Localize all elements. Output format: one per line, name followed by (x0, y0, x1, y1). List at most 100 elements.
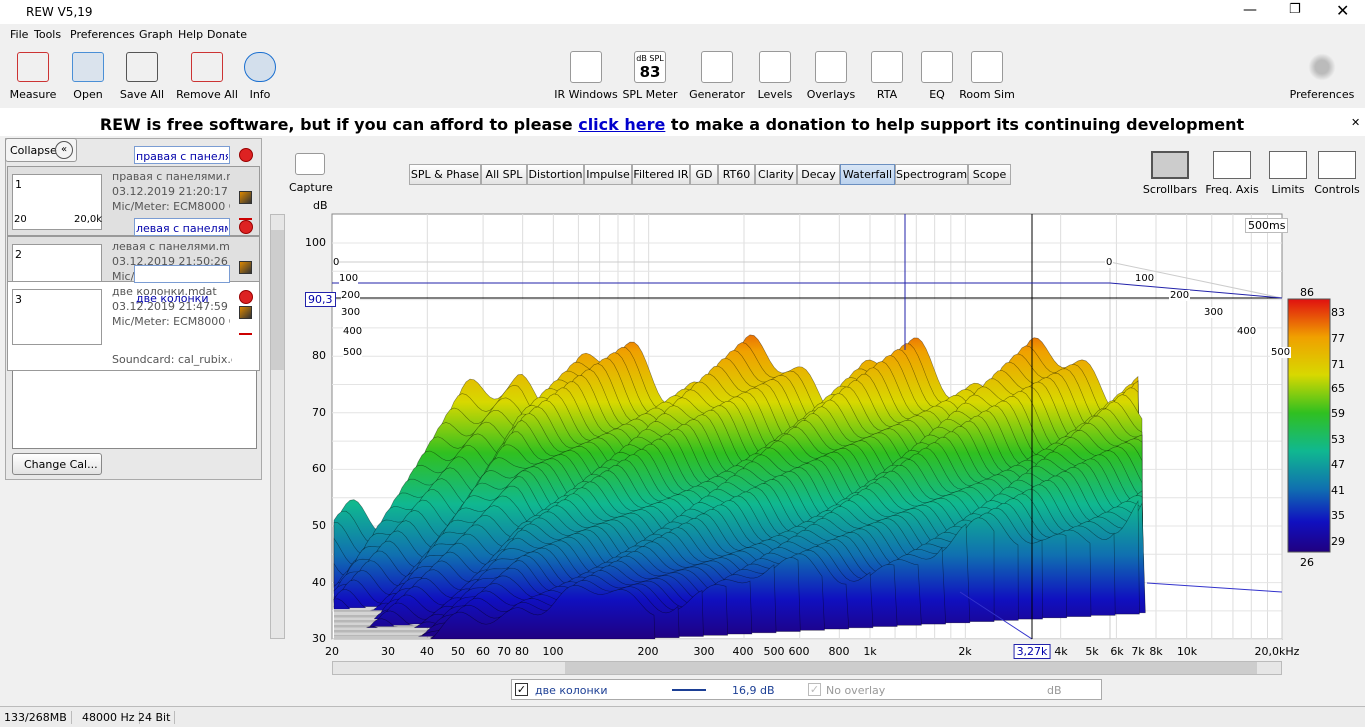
menu-item: File (10, 28, 29, 41)
thumb-max: 20,0k (74, 214, 103, 225)
y-cursor: 90,3 (305, 292, 336, 307)
pen-icon[interactable] (239, 325, 252, 335)
toolbar-label: Save All (119, 88, 165, 101)
toolbar-label: Info (249, 88, 271, 101)
name-field[interactable] (134, 265, 230, 283)
overlay-checkbox[interactable]: ✓ (808, 683, 821, 696)
toolbar-icon[interactable] (1306, 51, 1338, 83)
remove-icon[interactable] (239, 290, 253, 304)
toolbar-icon[interactable] (815, 51, 847, 83)
graph-tool-label: Controls (1314, 183, 1360, 196)
toolbar-icon[interactable] (570, 51, 602, 83)
toolbar-icon[interactable] (126, 52, 158, 82)
colorbar-label: 83 (1331, 306, 1345, 319)
banner-close[interactable]: ✕ (1351, 116, 1361, 129)
name-field-text: правая с панелям (136, 150, 228, 163)
x-tick-label: 20,0kHz (1254, 645, 1300, 658)
date: 03.12.2019 21:20:17 (112, 185, 228, 198)
graph-tab[interactable]: Impulse (584, 164, 632, 185)
item-index: 1 (15, 178, 22, 191)
graph-tab[interactable]: Clarity (755, 164, 797, 185)
toolbar-icon[interactable] (17, 52, 49, 82)
colorbar-label: 29 (1331, 535, 1345, 548)
toolbar-label: Open (73, 88, 103, 101)
change-cal-button[interactable] (12, 453, 102, 475)
waterfall-slice (334, 584, 656, 640)
edit-icon[interactable] (239, 191, 252, 204)
menu-item: Graph (139, 28, 173, 41)
graph-tab[interactable]: Distortion (527, 164, 584, 185)
menu-item: Donate (207, 28, 247, 41)
toolbar-icon[interactable] (971, 51, 1003, 83)
y-tick-label: 80 (312, 349, 326, 362)
depth-label: 300 (341, 307, 361, 318)
graph-tool-icon[interactable] (1318, 151, 1356, 179)
edit-icon[interactable] (239, 306, 252, 319)
name-field-text: две колонки (136, 292, 209, 305)
colorbar-label: 53 (1331, 433, 1345, 446)
graph-tab[interactable]: RT60 (718, 164, 755, 185)
graph-tool-icon[interactable] (1269, 151, 1307, 179)
capture-icon[interactable] (295, 153, 325, 175)
name-field[interactable] (134, 146, 230, 164)
toolbar-icon[interactable] (191, 52, 223, 82)
banner-text: REW is free software, but if you can aff… (100, 115, 1244, 134)
depth-label: 400 (343, 326, 363, 337)
legend-value: 16,9 dB (732, 684, 775, 697)
edit-icon[interactable] (239, 261, 252, 274)
graph-tab[interactable]: Scope (968, 164, 1011, 185)
toolbar-icon[interactable] (72, 52, 104, 82)
colorbar (1287, 298, 1331, 553)
y-tick-label: 40 (312, 576, 326, 589)
x-tick-label: 800 (828, 645, 850, 658)
donate-banner (0, 108, 1365, 136)
y-tick-label: 60 (312, 462, 326, 475)
colorbar-label: 65 (1331, 382, 1345, 395)
capture-label: Capture (289, 181, 333, 194)
graph-tab[interactable]: Spectrogram (895, 164, 968, 185)
graph-tool-icon[interactable] (1213, 151, 1251, 179)
v-scroll-thumb[interactable] (271, 230, 284, 370)
x-tick-label: 80 (515, 645, 529, 658)
banner-link[interactable]: click here (578, 115, 666, 134)
minimize[interactable]: — (1243, 2, 1257, 18)
graph-tab[interactable]: Waterfall (840, 164, 895, 185)
graph-tool-icon[interactable] (1151, 151, 1189, 179)
depth-label: 0 (1105, 257, 1114, 268)
name-field[interactable] (134, 218, 230, 236)
file-name: правая с панелями.mda (112, 170, 230, 183)
close[interactable]: ✕ (1336, 1, 1350, 20)
thumbnail (12, 289, 102, 345)
colorbar-label: 41 (1331, 484, 1345, 497)
graph-tab[interactable]: Decay (797, 164, 840, 185)
pen-icon[interactable] (239, 210, 252, 220)
toolbar-label: Levels (757, 88, 793, 101)
remove-icon[interactable] (239, 148, 253, 162)
toolbar-icon[interactable] (759, 51, 791, 83)
menu-item: Preferences (70, 28, 135, 41)
colorbar-label: 77 (1331, 332, 1345, 345)
h-scroll-thumb[interactable] (565, 662, 1257, 674)
remove-icon[interactable] (239, 220, 253, 234)
graph-tab[interactable]: GD (690, 164, 718, 185)
depth-label: 0 (333, 257, 340, 268)
graph-tab[interactable]: Filtered IR (632, 164, 690, 185)
toolbar-icon[interactable] (871, 51, 903, 83)
restore[interactable]: ❐ (1289, 2, 1301, 17)
collapse-icon: « (55, 141, 73, 159)
x-tick-label: 300 (693, 645, 715, 658)
toolbar-icon[interactable] (701, 51, 733, 83)
file-name: две колонки.mdat (112, 285, 217, 298)
cal-box (12, 370, 257, 449)
toolbar-icon[interactable] (244, 52, 276, 82)
x-tick-label: 600 (788, 645, 810, 658)
x-tick-label: 200 (637, 645, 659, 658)
toolbar-label: Preferences (1289, 88, 1355, 101)
toolbar-icon[interactable] (921, 51, 953, 83)
toolbar-icon[interactable] (634, 51, 666, 83)
menu-item: Tools (34, 28, 62, 41)
graph-tab[interactable]: SPL & Phase (409, 164, 481, 185)
legend-checkbox[interactable]: ✓ (515, 683, 528, 696)
x-tick-label: 100 (542, 645, 564, 658)
graph-tab[interactable]: All SPL (481, 164, 527, 185)
